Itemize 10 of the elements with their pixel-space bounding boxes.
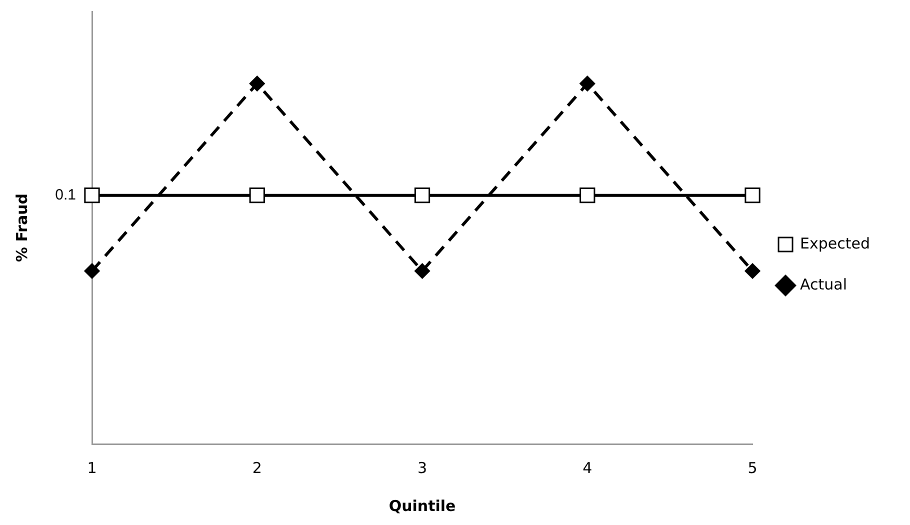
x-tick-label: 2 [252,458,262,477]
text: 0.1 [55,186,76,204]
x-axis-title: Quintile [388,496,456,515]
x-tick-label: 5 [748,458,758,477]
legend-label: Actual [800,275,848,294]
x-tick-label: 3 [417,458,428,477]
legend-label: Expected [800,234,870,252]
x-tick-label: 4 [582,458,592,477]
y-axis-title: % Fraud [12,194,31,262]
x-tick-label: 1 [87,458,97,477]
